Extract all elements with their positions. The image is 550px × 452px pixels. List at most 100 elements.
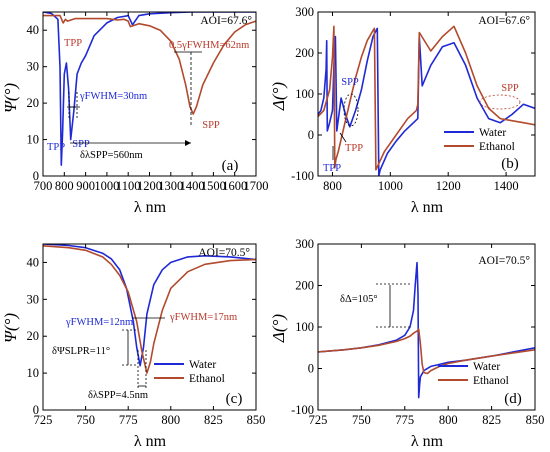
panel-c-delta-psi: δΨSLPR=11° <box>52 346 110 357</box>
panel-a-xlabel: λ nm <box>134 199 167 216</box>
panel-a-series-ethanol <box>43 14 256 115</box>
panel-d-aoi: AOI=70.5° <box>478 255 530 267</box>
panel-d-xtick-label: 725 <box>309 413 328 427</box>
panel-c-series-water <box>43 244 256 367</box>
panel-b-series-ethanol <box>318 25 535 171</box>
panel-a-xtick-label: 800 <box>55 179 74 193</box>
panel-c-ytick-label: 40 <box>27 255 40 269</box>
panel-a-aoi: AOI=67.6° <box>200 15 252 27</box>
panel-c-xtick-label: 825 <box>204 413 223 427</box>
panel-b-tpp: TPP <box>323 163 341 174</box>
panel-d-ytick-label: 100 <box>295 320 314 334</box>
panel-c-xtick-label: 850 <box>247 413 266 427</box>
panel-c-xlabel: λ nm <box>134 433 167 450</box>
panel-b-markers <box>332 93 521 160</box>
panel-c-ytick-label: 0 <box>33 403 39 417</box>
panel-d-xtick-label: 775 <box>395 413 414 427</box>
panel-b-aoi: AOI=67.6° <box>478 15 530 27</box>
panel-a-label: (a) <box>222 158 239 174</box>
panel-b-spp: SPP <box>341 77 359 88</box>
panel-b-legend-ethanol: Ethanol <box>479 141 515 153</box>
panel-a-fwhm-ethanol: 0.5γFWHM=62nm <box>169 40 249 51</box>
panel-c-ytick-label: 10 <box>27 366 40 380</box>
panel-a-ytick-label: 20 <box>27 96 40 110</box>
panel-b-ylabel: Δ(°) <box>269 82 288 111</box>
panel-c-legend-water: Water <box>189 359 216 371</box>
panel-a-xtick-label: 1500 <box>201 179 226 193</box>
panel-b-tpp-red: TPP <box>345 143 363 154</box>
panel-d-xtick-label: 800 <box>439 413 458 427</box>
panel-c: 725 750 775 800 825 850 0 10 20 30 40 Ψ(°) λ nm AO… <box>1 243 266 450</box>
panel-d-label: (d) <box>504 391 522 407</box>
panel-a-ylabel: Ψ(°) <box>1 83 20 113</box>
panel-b-ytick-label: 0 <box>308 128 314 142</box>
panel-b-xtick-label: 1400 <box>494 179 519 193</box>
panel-a-delta-lambda: δλSPP=560nm <box>80 150 143 161</box>
panel-c-ytick-label: 30 <box>27 292 40 306</box>
panel-a-xtick-label: 900 <box>76 179 95 193</box>
panel-c-ylabel: Ψ(°) <box>1 313 20 343</box>
panel-c-series-ethanol <box>43 245 256 374</box>
panel-c-xtick-label: 725 <box>34 413 53 427</box>
panel-a-tpp-top: TPP <box>64 38 82 49</box>
panel-a-xtick-label: 1700 <box>244 179 269 193</box>
panel-a-series-water <box>43 12 256 166</box>
panel-a-xtick-label: 1200 <box>137 179 162 193</box>
panel-a-tpp-bottom: TPP <box>47 142 65 153</box>
panel-a-xtick-label: 1000 <box>94 179 119 193</box>
panel-c-xtick-label: 800 <box>161 413 180 427</box>
panel-d: 725 750 775 800 825 850 -100 0 100 200 300 Δ(°) λ … <box>269 237 544 450</box>
panel-c-ytick-label: 20 <box>27 329 40 343</box>
panel-a-ytick-label: 0 <box>33 169 39 183</box>
panel-c-xtick-label: 750 <box>76 413 95 427</box>
panel-c-label: (c) <box>226 391 243 407</box>
panel-a-xtick-label: 700 <box>34 179 53 193</box>
panel-a-xtick-label: 1600 <box>222 179 247 193</box>
panel-b-xlabel: λ nm <box>411 199 444 216</box>
panel-c-legend-ethanol: Ethanol <box>189 373 225 385</box>
panel-a-markers <box>67 51 202 146</box>
panel-c-aoi: AOI=70.5° <box>198 247 250 259</box>
panel-b-label: (b) <box>501 156 519 172</box>
panel-b-legend: Water Ethanol <box>444 127 515 153</box>
panel-d-xtick-label: 750 <box>352 413 371 427</box>
panel-a-spp-right: SPP <box>202 120 220 131</box>
panel-d-ytick-label: 0 <box>308 362 314 376</box>
panel-c-fwhm-water: γFWHM=12nm <box>65 317 133 328</box>
panel-b-ytick-label: 200 <box>295 46 314 60</box>
panel-d-legend: Water Ethanol <box>438 361 509 387</box>
panel-b-xtick-label: 800 <box>323 179 342 193</box>
panel-a-xtick-label: 1100 <box>116 179 141 193</box>
panel-a-fwhm-water: γFWHM=30nm <box>79 91 147 102</box>
panel-a-xtick-label: 1300 <box>158 179 183 193</box>
panel-c-legend: Water Ethanol <box>154 359 225 385</box>
panel-a-ytick-label: 40 <box>27 23 40 37</box>
panel-d-ytick-label: -100 <box>291 403 314 417</box>
panel-d-markers <box>376 283 412 328</box>
panel-d-ytick-label: 300 <box>295 237 314 251</box>
panel-c-markers <box>122 317 165 390</box>
panel-b-xtick-label: 1200 <box>436 179 461 193</box>
panel-a-ytick-label: 10 <box>27 133 40 147</box>
panel-d-series-ethanol <box>318 328 535 375</box>
panel-b-series-water <box>318 27 535 176</box>
panel-a-ytick-label: 30 <box>27 60 40 74</box>
panel-b-xtick-label: 1000 <box>378 179 403 193</box>
panel-c-fwhm-ethanol: γFWHM=17nm <box>169 312 237 323</box>
panel-a-xtick-label: 1400 <box>180 179 205 193</box>
panel-b-ytick-label: 300 <box>295 5 314 19</box>
panel-b-spp-red: SPP <box>501 83 519 94</box>
panel-c-frame <box>42 243 257 411</box>
panel-b-ytick-label: -100 <box>291 169 314 183</box>
panel-a-spp-bottom: SPP <box>72 139 90 150</box>
panel-b-ytick-label: 100 <box>295 87 314 101</box>
panel-c-delta-lambda: δλSPP=4.5nm <box>88 390 148 401</box>
panel-b-legend-water: Water <box>479 127 506 139</box>
panel-d-ylabel: Δ(°) <box>269 314 288 343</box>
panel-d-legend-water: Water <box>473 361 500 373</box>
panel-d-xtick-label: 825 <box>482 413 501 427</box>
panel-d-xlabel: λ nm <box>411 433 444 450</box>
panel-d-ytick-label: 200 <box>295 279 314 293</box>
panel-c-xtick-label: 775 <box>119 413 138 427</box>
